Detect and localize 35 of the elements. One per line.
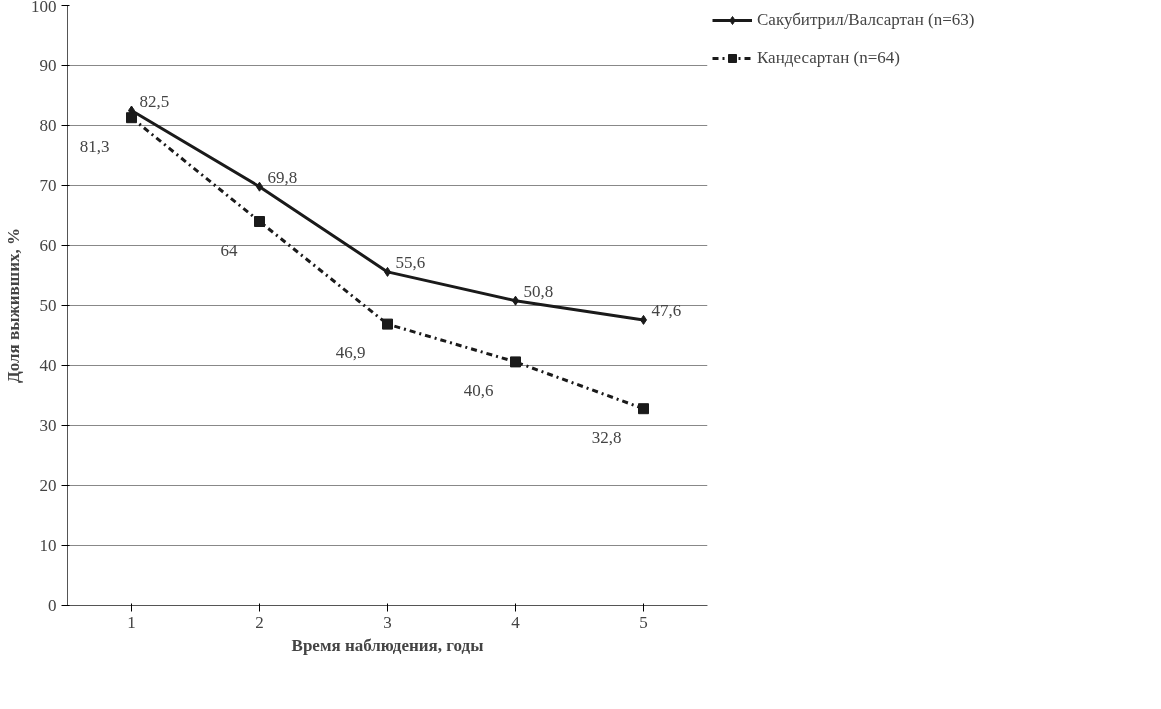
y-tick-label: 0 (48, 596, 57, 615)
point (126, 112, 137, 124)
x-tick-label: 5 (639, 612, 648, 632)
point (382, 318, 393, 330)
y-tick-label: 40 (39, 356, 57, 375)
data-label: 55,6 (395, 252, 426, 272)
point (638, 403, 649, 415)
point (254, 216, 265, 227)
data-label: 69,8 (267, 167, 298, 187)
data-label: 64 (220, 240, 238, 260)
y-tick-label: 10 (39, 536, 57, 555)
x-tick-label: 1 (127, 612, 136, 632)
x-tick-label: 4 (511, 612, 521, 632)
data-label: 50,8 (523, 281, 554, 301)
data-label: 47,6 (651, 300, 682, 320)
legend-label: Сакубитрил/Валсартан (n=63) (757, 10, 975, 30)
point (510, 356, 521, 368)
y-tick-label: 60 (39, 236, 57, 255)
data-label: 81,3 (79, 136, 110, 156)
data-label: 46,9 (335, 343, 366, 363)
data-label: 82,5 (139, 91, 170, 111)
y-tick-label: 20 (39, 476, 57, 495)
x-tick-label: 3 (383, 612, 392, 632)
y-tick-label: 70 (39, 176, 57, 195)
data-label: 32,8 (591, 427, 622, 447)
y-tick-label: 100 (31, 0, 57, 16)
y-tick-label: 50 (39, 296, 57, 315)
x-axis-title: Время наблюдения, годы (291, 635, 484, 655)
y-axis-title: Доля выживших, % (4, 228, 23, 383)
y-tick-label: 90 (39, 56, 57, 75)
y-tick-label: 30 (39, 416, 57, 435)
x-tick-label: 2 (255, 612, 264, 632)
data-label: 40,6 (463, 380, 494, 400)
y-tick-label: 80 (39, 116, 57, 135)
legend-label: Кандесартан (n=64) (757, 48, 900, 68)
